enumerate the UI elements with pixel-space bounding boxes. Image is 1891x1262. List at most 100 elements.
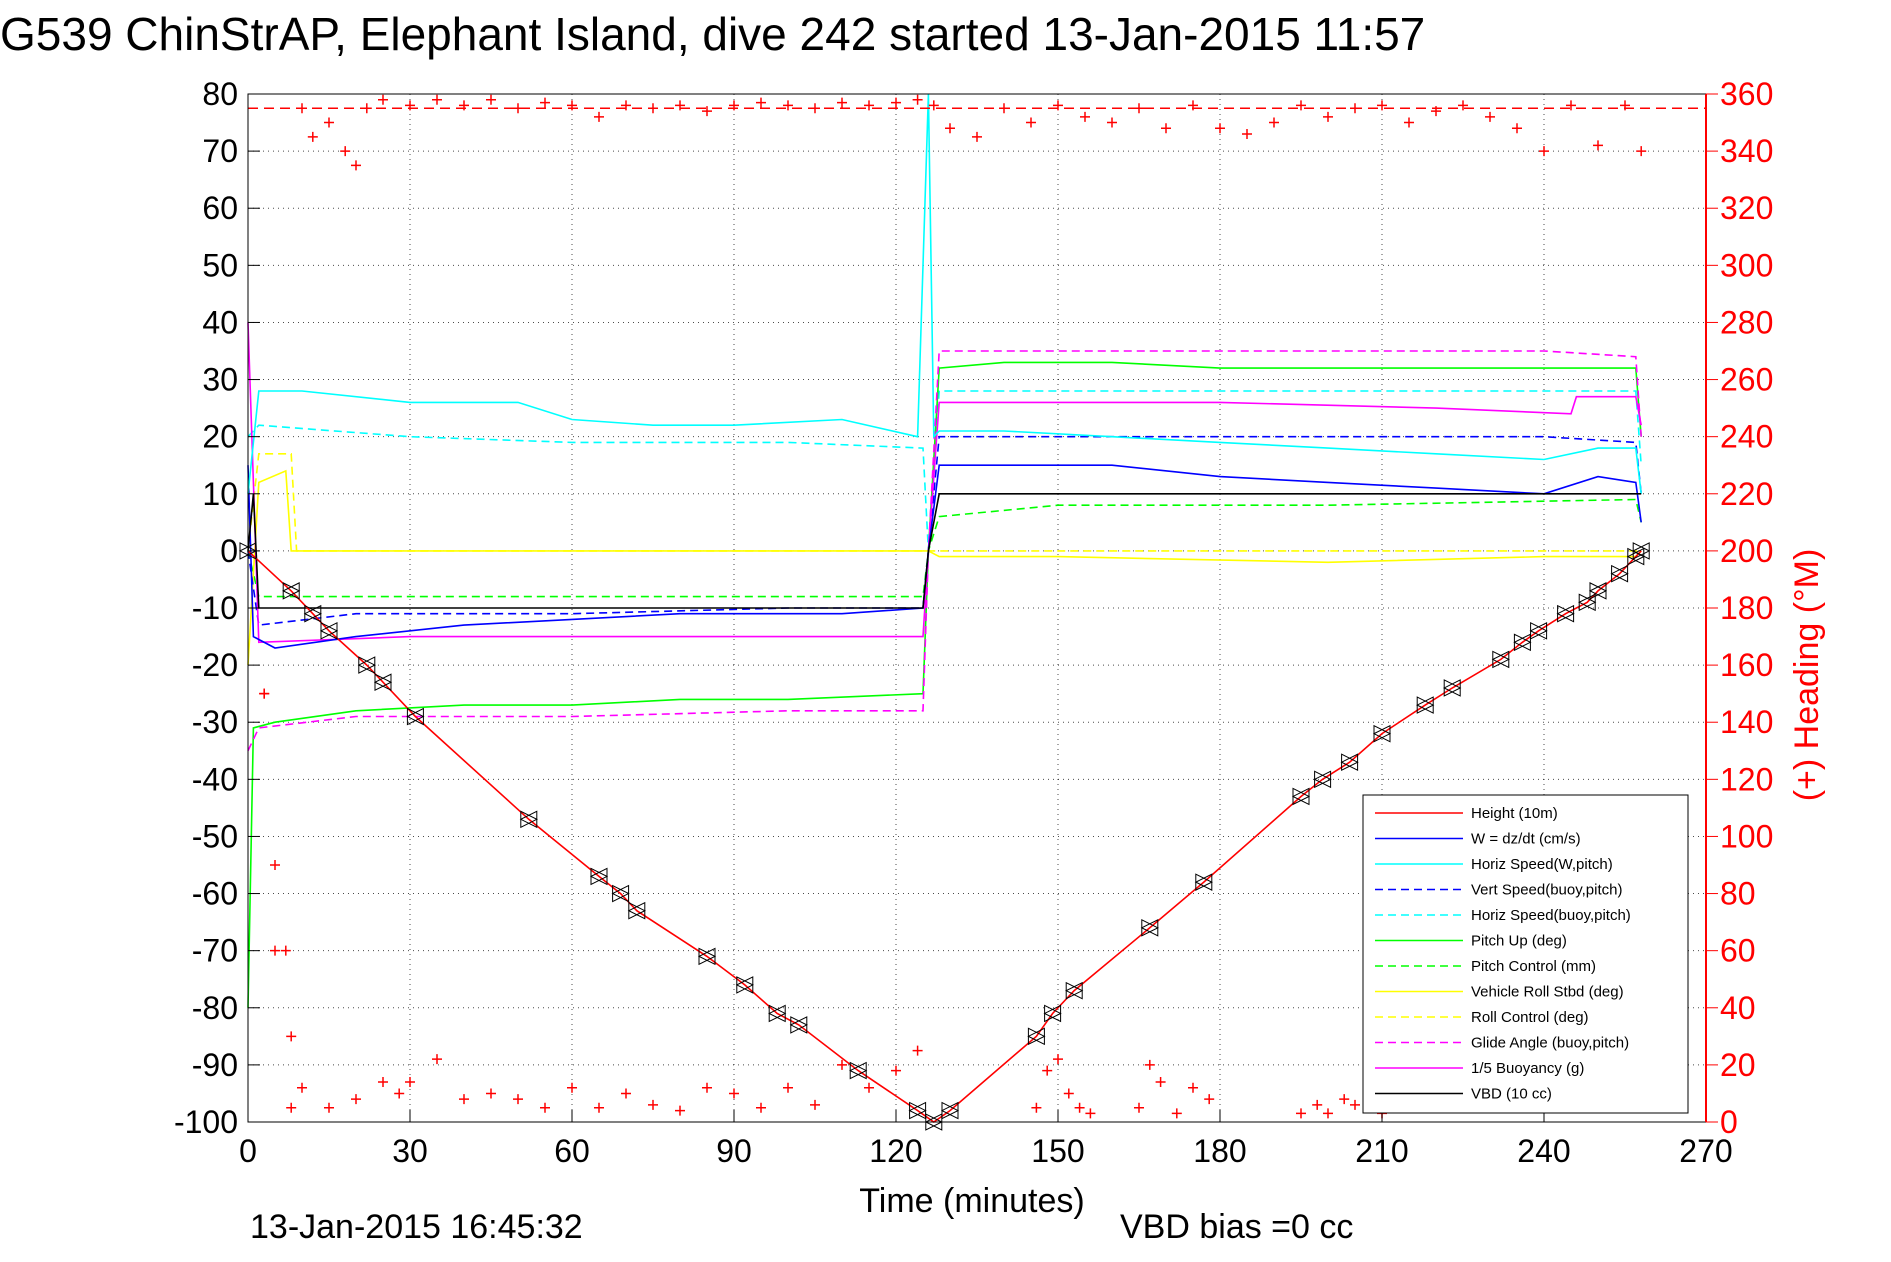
heading-marker <box>259 688 270 699</box>
heading-marker <box>675 1105 685 1116</box>
heading-marker <box>621 1088 631 1099</box>
height-marker <box>1491 650 1510 669</box>
right-y-tick-label: 240 <box>1720 419 1773 455</box>
heading-marker <box>297 1082 307 1093</box>
left-y-tick-label: 60 <box>202 190 238 226</box>
left-y-tick-label: -90 <box>192 1047 238 1083</box>
height-marker <box>319 622 338 640</box>
heading-marker <box>1312 1099 1323 1110</box>
heading-marker <box>340 146 351 157</box>
heading-marker <box>729 100 739 111</box>
heading-marker <box>864 100 874 111</box>
heading-marker <box>1042 1065 1053 1076</box>
legend: Height (10m) W = dz/dt (cm/s) Horiz Speed(… <box>1362 794 1689 1114</box>
chart-title: G539 ChinStrAP, Elephant Island, dive 24… <box>0 8 1425 60</box>
height-marker <box>1194 873 1213 891</box>
legend-label: Glide Angle (buoy,pitch) <box>1471 1035 1629 1052</box>
left-y-tick-label: 20 <box>202 419 238 455</box>
heading-marker <box>810 103 820 114</box>
heading-marker <box>1188 1082 1198 1093</box>
right-y-tick-label: 180 <box>1720 590 1773 626</box>
legend-label: Height (10m) <box>1471 805 1558 822</box>
heading-marker <box>756 97 766 108</box>
heading-marker <box>1063 1088 1074 1099</box>
heading-marker <box>1269 117 1279 128</box>
height-marker <box>849 1061 867 1080</box>
heading-marker <box>837 1059 847 1070</box>
heading-marker <box>1144 1059 1155 1070</box>
heading-marker <box>783 1082 793 1093</box>
heading-marker <box>1636 146 1647 157</box>
height-marker <box>1340 753 1359 772</box>
x-tick-label: 60 <box>554 1133 590 1169</box>
heading-marker <box>891 1065 901 1076</box>
series-line-12 <box>247 492 1642 609</box>
left-y-tick-label: 70 <box>202 133 238 169</box>
heading-marker <box>378 1077 388 1088</box>
footer-vbd-bias: VBD bias =0 cc <box>1120 1208 1353 1246</box>
heading-marker <box>307 131 318 142</box>
left-y-tick-label: 0 <box>220 533 238 569</box>
heading-marker <box>837 97 847 108</box>
heading-marker <box>351 160 361 171</box>
x-tick-label: 240 <box>1517 1133 1570 1169</box>
heading-marker <box>1593 140 1603 151</box>
x-tick-label: 90 <box>716 1133 752 1169</box>
right-y-tick-label: 340 <box>1720 133 1773 169</box>
heading-marker <box>1404 117 1414 128</box>
heading-marker <box>1215 123 1225 134</box>
height-marker <box>1313 770 1332 789</box>
heading-marker <box>351 1094 361 1105</box>
legend-label: VBD (10 cc) <box>1471 1086 1552 1103</box>
height-marker <box>940 1101 959 1120</box>
heading-marker <box>864 1082 874 1093</box>
legend-label: Roll Control (deg) <box>1471 1009 1589 1026</box>
right-y-tick-label: 360 <box>1720 76 1773 112</box>
height-marker <box>1578 593 1596 612</box>
height-marker <box>1065 981 1083 1000</box>
heading-marker <box>1026 117 1036 128</box>
height-marker <box>1416 696 1434 714</box>
right-y-tick-label: 140 <box>1720 704 1773 740</box>
right-y-tick-label: 200 <box>1720 533 1773 569</box>
legend-label: 1/5 Buoyancy (g) <box>1471 1060 1584 1077</box>
heading-marker <box>432 1054 442 1065</box>
height-marker <box>1443 679 1461 697</box>
legend-label: Pitch Control (mm) <box>1471 958 1596 975</box>
heading-marker <box>1085 1108 1096 1119</box>
heading-marker <box>513 1094 523 1105</box>
heading-marker <box>486 1088 496 1099</box>
height-marker <box>406 707 424 726</box>
heading-marker <box>1377 100 1387 111</box>
legend-label: Vehicle Roll Stbd (deg) <box>1471 984 1624 1001</box>
heading-marker <box>1350 103 1360 114</box>
height-marker <box>1372 724 1391 743</box>
heading-marker <box>1134 1102 1144 1113</box>
left-y-tick-label: -80 <box>192 990 238 1026</box>
heading-marker <box>324 117 334 128</box>
height-marker <box>697 947 716 966</box>
legend-label: Horiz Speed(buoy,pitch) <box>1471 907 1631 924</box>
x-axis-label: Time (minutes) <box>859 1182 1084 1220</box>
x-tick-label: 180 <box>1193 1133 1246 1169</box>
height-marker <box>768 1004 786 1023</box>
legend-box <box>1362 794 1689 1114</box>
heading-marker <box>621 100 631 111</box>
heading-marker <box>1031 1102 1042 1113</box>
heading-marker <box>297 103 307 114</box>
left-y-tick-label: -50 <box>192 818 238 854</box>
height-marker <box>1043 1004 1062 1023</box>
heading-marker <box>567 1082 577 1093</box>
right-y-tick-label: 260 <box>1720 362 1773 398</box>
heading-marker <box>1566 100 1576 111</box>
heading-marker <box>394 1088 405 1099</box>
right-y-tick-label: 120 <box>1720 761 1773 797</box>
heading-marker <box>459 1094 469 1105</box>
height-marker <box>789 1016 808 1034</box>
height-marker <box>1529 622 1548 640</box>
left-y-tick-label: 10 <box>202 476 238 512</box>
heading-marker <box>1107 117 1117 128</box>
legend-label: Horiz Speed(W,pitch) <box>1471 856 1613 873</box>
x-axis: 0 30 60 90 120 150 180 210 240 270 <box>239 1110 1733 1169</box>
right-y-tick-label: 100 <box>1720 818 1773 854</box>
